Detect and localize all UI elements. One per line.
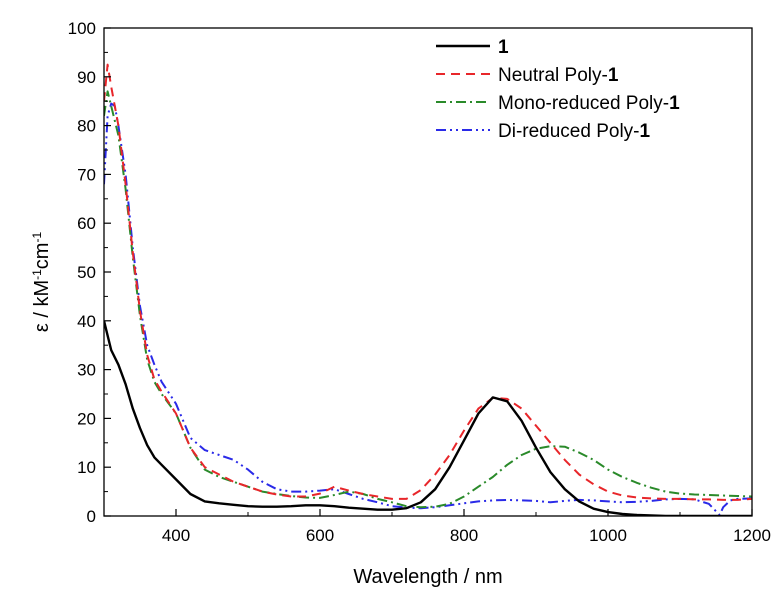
legend-label-2: Mono-reduced Poly-1 (498, 93, 680, 114)
y-tick-label: 10 (77, 458, 96, 477)
legend-label-compound: 1 (669, 93, 680, 114)
x-axis-title: Wavelength / nm (353, 566, 502, 588)
legend-label-3: Di-reduced Poly-1 (498, 121, 651, 142)
axes: 400 600 800 1000 1200 0 10 20 30 40 50 60 70 80 90 100 (68, 19, 771, 545)
x-tick-label: 400 (162, 526, 190, 545)
series-line-3 (104, 102, 752, 516)
series-line-1 (104, 63, 752, 501)
legend-label-0: 1 (498, 37, 509, 58)
y-tick-label: 90 (77, 68, 96, 87)
legend-label-text: Mono-reduced Poly- (498, 93, 669, 114)
y-tick-label: 100 (68, 19, 96, 38)
legend-label-text: Neutral Poly- (498, 65, 608, 86)
y-tick-label: 70 (77, 165, 96, 184)
legend-label-compound: 1 (608, 65, 619, 86)
y-tick-label: 40 (77, 312, 96, 331)
y-axis-title-sup2: -1 (30, 232, 44, 243)
series-line-2 (104, 90, 752, 509)
legend-label-compound: 1 (640, 121, 651, 142)
y-axis-title-main: ε / kM (31, 280, 53, 332)
legend-label-compound: 1 (498, 37, 509, 58)
x-tick-label: 1000 (589, 526, 627, 545)
y-tick-label: 20 (77, 409, 96, 428)
y-axis-title-sup1: -1 (30, 269, 44, 280)
plot-lines (104, 63, 752, 516)
x-tick-label: 600 (306, 526, 334, 545)
y-tick-label: 60 (77, 214, 96, 233)
y-tick-label: 0 (87, 507, 96, 526)
x-tick-label: 1200 (733, 526, 771, 545)
y-axis-title: ε / kM-1cm-1 (30, 232, 53, 333)
y-tick-label: 30 (77, 361, 96, 380)
y-axis-title-unit: cm (31, 243, 53, 270)
y-tick-label: 80 (77, 117, 96, 136)
y-tick-label: 50 (77, 263, 96, 282)
legend-label-text: Di-reduced Poly- (498, 121, 640, 142)
x-tick-label: 800 (450, 526, 478, 545)
series-line-0 (104, 320, 752, 516)
legend-label-1: Neutral Poly-1 (498, 65, 619, 86)
